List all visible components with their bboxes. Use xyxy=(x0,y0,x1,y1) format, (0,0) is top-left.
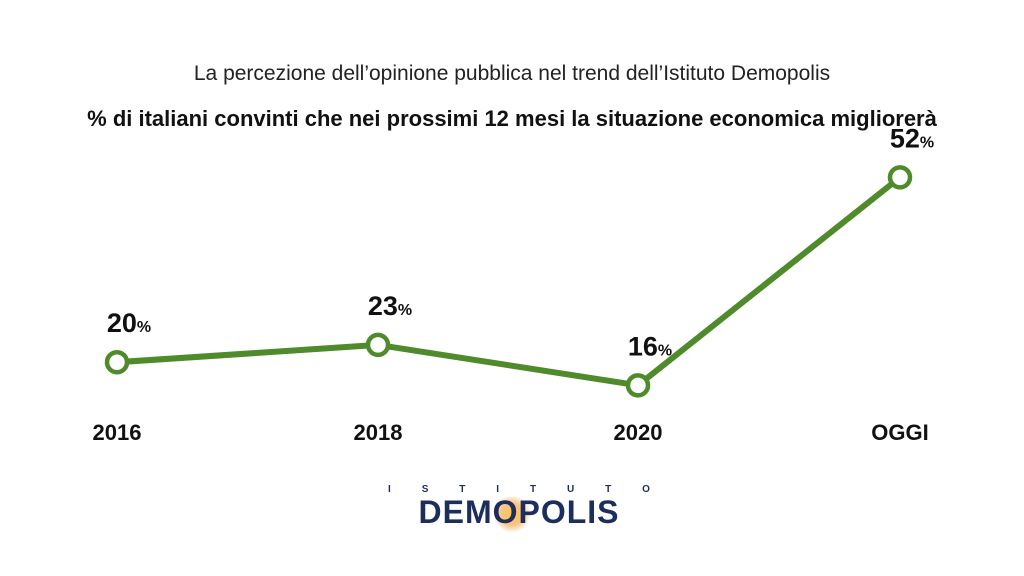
data-label-value: 16 xyxy=(628,331,658,361)
data-point-marker xyxy=(887,165,913,190)
data-label: 20% xyxy=(107,308,151,338)
data-label: 52% xyxy=(890,123,934,153)
data-label-unit: % xyxy=(920,134,934,151)
logo-letter: T xyxy=(459,484,466,495)
logo-letter: O xyxy=(642,484,650,495)
data-label-value: 20 xyxy=(107,308,137,338)
data-label-value: 52 xyxy=(890,123,920,153)
logo-letter: U xyxy=(566,484,575,495)
chart-title: % di italiani convinti che nei prossimi … xyxy=(87,106,937,131)
data-label-unit: % xyxy=(398,302,412,319)
logo-glow xyxy=(494,496,530,532)
logo-letter: I xyxy=(496,484,500,495)
demopolis-logo: I S T I T U T O DEMOPOLIS xyxy=(388,484,650,532)
data-label-unit: % xyxy=(658,342,672,359)
logo-letter: I xyxy=(388,484,391,495)
logo-letter: T xyxy=(529,484,537,495)
data-point-marker xyxy=(104,349,130,375)
x-tick-label: 2018 xyxy=(354,420,403,445)
x-tick-label: 2020 xyxy=(614,420,663,445)
x-tick-label: OGGI xyxy=(871,420,928,445)
data-label: 23% xyxy=(368,291,412,321)
data-label-value: 23 xyxy=(368,291,398,321)
series-line xyxy=(116,174,902,389)
logo-letter: T xyxy=(605,484,612,495)
chart-subtitle: La percezione dell’opinione pubblica nel… xyxy=(193,62,831,85)
x-tick-label: 2016 xyxy=(93,420,142,445)
logo-main-text: DEMOPOLIS xyxy=(418,494,620,530)
data-label-unit: % xyxy=(137,319,151,336)
data-point-marker xyxy=(625,373,651,398)
data-point-marker xyxy=(365,332,391,358)
data-label: 16% xyxy=(628,331,672,361)
logo-letter: S xyxy=(421,484,429,495)
